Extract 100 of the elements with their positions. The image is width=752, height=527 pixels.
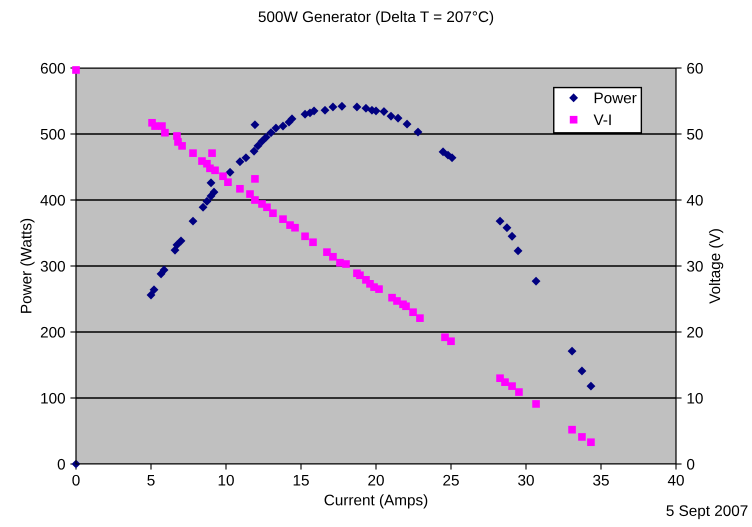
point (375, 285, 383, 293)
x-tick-label: 30 (518, 474, 534, 486)
point (178, 142, 186, 150)
y2-tick-label: 50 (687, 128, 703, 140)
legend-label: Power (594, 92, 637, 104)
point (508, 382, 516, 390)
point (409, 308, 417, 316)
point (219, 172, 227, 180)
point (206, 178, 216, 188)
point (414, 128, 422, 136)
point (172, 240, 182, 250)
point (514, 246, 522, 256)
point (242, 153, 250, 162)
point (402, 120, 412, 129)
y-tick-label: 600 (40, 62, 65, 74)
point (342, 260, 350, 268)
point (532, 400, 540, 408)
point (236, 184, 244, 193)
point (160, 266, 168, 274)
x-axis-title: Current (Amps) (324, 494, 428, 508)
point (236, 157, 244, 166)
y2-tick-label: 10 (688, 392, 703, 404)
point (508, 232, 516, 241)
y2-tick-label: 0 (687, 458, 694, 470)
y-tick-label: 200 (40, 326, 65, 338)
y-tick-label: 500 (40, 128, 65, 140)
point (151, 122, 159, 130)
point (448, 153, 456, 162)
point (568, 346, 576, 356)
point (150, 285, 158, 294)
legend-label: V-I (594, 114, 611, 126)
point (211, 166, 219, 174)
point (189, 149, 197, 157)
point (279, 215, 287, 223)
point (188, 216, 198, 226)
point (250, 146, 258, 156)
point (210, 188, 218, 196)
y2-tick-label: 30 (687, 260, 703, 272)
point (502, 223, 512, 232)
y2-tick-label: 60 (687, 62, 703, 74)
point (362, 104, 370, 113)
point (578, 433, 586, 441)
point (254, 141, 262, 150)
x-tick-label: 35 (593, 474, 609, 486)
x-tick-label: 5 (147, 474, 155, 486)
point (208, 149, 216, 157)
point (320, 106, 330, 115)
point (309, 238, 317, 246)
point (328, 102, 338, 112)
y-axis-title: Power (Watts) (20, 218, 35, 313)
point (532, 276, 540, 286)
point (272, 124, 280, 132)
point (402, 302, 410, 310)
point (288, 114, 296, 124)
point (224, 178, 232, 186)
point (338, 102, 346, 111)
point (586, 382, 596, 391)
point (250, 120, 260, 130)
point (386, 112, 396, 121)
point (587, 438, 595, 446)
point (262, 132, 270, 142)
point (323, 248, 331, 256)
point (278, 122, 288, 130)
point (198, 202, 208, 212)
point (329, 252, 337, 261)
point (161, 128, 169, 136)
point (202, 196, 212, 206)
x-tick-label: 25 (443, 474, 459, 486)
y-tick-label: 400 (40, 194, 65, 206)
y2-tick-label: 20 (687, 326, 703, 338)
point (246, 190, 254, 198)
x-tick-label: 20 (368, 474, 384, 486)
point (258, 136, 266, 146)
point (266, 128, 276, 138)
point (176, 236, 186, 246)
point (291, 224, 299, 232)
point (447, 337, 455, 346)
point (380, 107, 388, 116)
x-tick-label: 0 (72, 474, 80, 486)
point (438, 147, 448, 156)
point (352, 102, 362, 112)
point (568, 426, 576, 434)
point (356, 271, 364, 280)
x-tick-label: 40 (668, 474, 684, 486)
chart-title: 500W Generator (Delta T = 207°C) (258, 10, 494, 26)
point (301, 232, 309, 240)
point (501, 378, 509, 386)
point (496, 216, 504, 226)
y2-axis-title: Voltage (V) (708, 229, 724, 304)
point (263, 203, 271, 212)
y-tick-label: 300 (40, 260, 65, 272)
point (515, 388, 523, 396)
point (269, 209, 277, 218)
y2-tick-label: 40 (686, 194, 703, 206)
x-tick-label: 15 (294, 474, 309, 486)
point (578, 366, 586, 376)
point (394, 114, 402, 123)
y-tick-label: 0 (58, 458, 65, 470)
point (251, 175, 259, 183)
point (158, 122, 166, 130)
